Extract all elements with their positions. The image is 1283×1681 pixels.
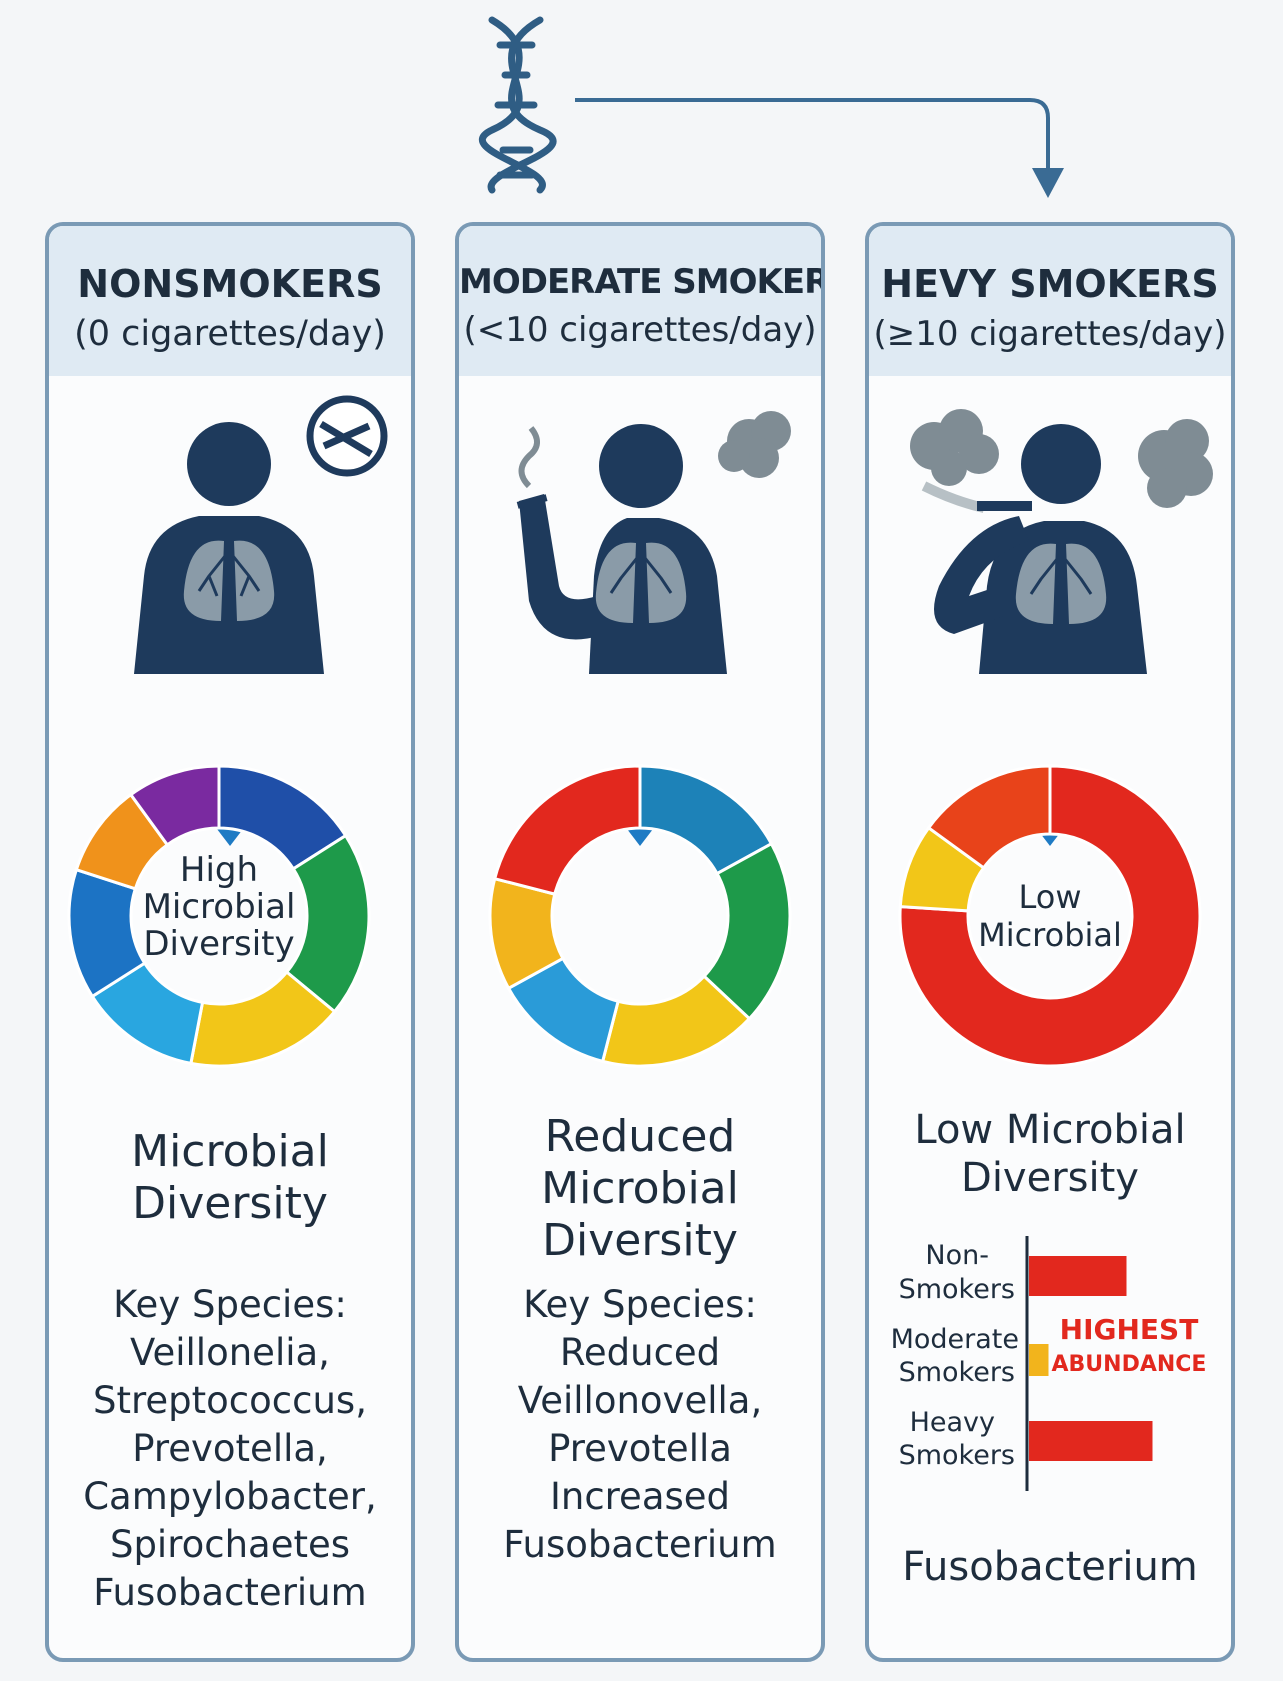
connector-line <box>575 100 1048 170</box>
bar-label: Smokers <box>899 1357 1015 1388</box>
smoke-wisp-icon <box>522 428 538 486</box>
species-title: Key Species: <box>49 1281 411 1329</box>
donut-chart-nonsmokers: High Microbial Diversity <box>49 756 411 1086</box>
donut-center-line: High <box>180 850 258 890</box>
smoke-cloud-icon <box>718 411 791 478</box>
bar-labels: Non- Smokers Moderate Smokers Heavy Smok… <box>891 1240 1019 1471</box>
person-head-icon <box>187 422 271 506</box>
donut-segments <box>490 766 790 1066</box>
dna-icon <box>482 20 553 190</box>
panel-subtitle: (≥10 cigarettes/day) <box>869 314 1231 354</box>
donut-chart-moderate <box>459 756 821 1086</box>
panel-title: MODERATE SMOKERS <box>459 262 821 302</box>
bar-label: Moderate <box>891 1324 1019 1355</box>
caption-line: Diversity <box>459 1215 821 1267</box>
caption-line: Microbial <box>459 1163 821 1215</box>
fusobacterium-bar-chart: Non- Smokers Moderate Smokers Heavy Smok… <box>869 1226 1231 1496</box>
panel-moderate-smokers: MODERATE SMOKERS (<10 cigarettes/day) Re… <box>455 222 825 1662</box>
person-head-icon <box>599 424 683 508</box>
species-item: Prevotella <box>459 1425 821 1473</box>
raised-arm-icon <box>519 494 599 639</box>
annotation-line: ABUNDANCE <box>1052 1352 1207 1377</box>
panel-nonsmokers: NONSMOKERS (0 cigarettes/day) High Micro… <box>45 222 415 1662</box>
person-head-icon <box>1021 424 1101 504</box>
cigarette-icon <box>977 501 1032 511</box>
donut-center-line: Diversity <box>143 924 294 964</box>
donut-segment <box>495 766 640 894</box>
species-title: Key Species: <box>459 1281 821 1329</box>
panel-title: NONSMOKERS <box>49 262 411 306</box>
bar-label: Non- <box>925 1240 989 1271</box>
key-species: Key Species: Veillonelia, Streptococcus,… <box>49 1281 411 1617</box>
donut-chart-heavy: Low Microbial <box>869 756 1231 1086</box>
species-item: Spirochaetes <box>49 1521 411 1569</box>
diversity-caption: Reduced Microbial Diversity <box>459 1111 821 1267</box>
donut-center-line: Low <box>1018 878 1081 916</box>
fusobacterium-bar <box>1029 1421 1153 1461</box>
panel-title: HEVY SMOKERS <box>869 262 1231 306</box>
panel-header: NONSMOKERS (0 cigarettes/day) <box>49 226 411 376</box>
connector-arrowhead <box>1032 168 1064 198</box>
dna-connector <box>0 0 1283 222</box>
species-item: Increased <box>459 1473 821 1521</box>
species-item: Streptococcus, <box>49 1377 411 1425</box>
panel-heavy-smokers: HEVY SMOKERS (≥10 cigarettes/day) Low Mi… <box>865 222 1235 1662</box>
key-species: Key Species: Reduced Veillonovella, Prev… <box>459 1281 821 1569</box>
species-item: Campylobacter, <box>49 1473 411 1521</box>
species-item: Veillonelia, <box>49 1329 411 1377</box>
species-item: Reduced <box>459 1329 821 1377</box>
bar-label: Smokers <box>899 1274 1015 1305</box>
panel-header: MODERATE SMOKERS (<10 cigarettes/day) <box>459 226 821 376</box>
species-item: Fusobacterium <box>459 1521 821 1569</box>
donut-center-line: Microbial <box>978 916 1122 954</box>
bar-label: Heavy <box>910 1407 995 1438</box>
fusobacterium-bar <box>1029 1344 1049 1376</box>
bar-chart-xlabel: Fusobacterium <box>869 1544 1231 1590</box>
bar-label: Smokers <box>899 1440 1015 1471</box>
caption-line: Low Microbial <box>869 1106 1231 1154</box>
no-smoking-icon <box>310 399 384 473</box>
panel-header: HEVY SMOKERS (≥10 cigarettes/day) <box>869 226 1231 376</box>
caption-line: Reduced <box>459 1111 821 1163</box>
smoke-trail <box>924 486 984 508</box>
panel-subtitle: (0 cigarettes/day) <box>49 314 411 354</box>
species-item: Prevotella, <box>49 1425 411 1473</box>
caption-line: Diversity <box>869 1154 1231 1202</box>
species-item: Veillonovella, <box>459 1377 821 1425</box>
donut-center-line: Microbial <box>143 887 296 927</box>
species-item: Fusobacterium <box>49 1569 411 1617</box>
diversity-caption: Microbial Diversity <box>49 1126 411 1230</box>
caption-line: Diversity <box>49 1178 411 1230</box>
fusobacterium-bar <box>1029 1256 1127 1296</box>
panel-subtitle: (<10 cigarettes/day) <box>459 310 821 350</box>
diversity-caption: Low Microbial Diversity <box>869 1106 1231 1202</box>
caption-line: Microbial <box>49 1126 411 1178</box>
annotation-line: HIGHEST <box>1060 1313 1199 1346</box>
